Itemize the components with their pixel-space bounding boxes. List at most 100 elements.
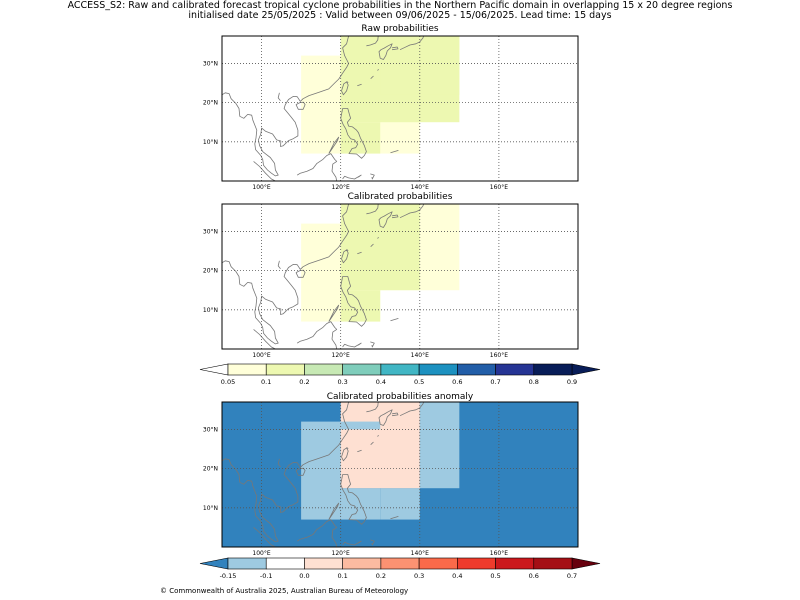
colorbar-extend-low xyxy=(199,557,229,570)
coastline xyxy=(366,401,379,413)
colorbar-tick-label: 0.8 xyxy=(529,378,539,386)
coastline xyxy=(253,527,276,548)
lon-tick-label: 140°E xyxy=(411,184,429,191)
probability-cell xyxy=(419,402,460,489)
lon-tick-label: 120°E xyxy=(332,184,350,191)
copyright-text: © Commonwealth of Australia 2025, Austra… xyxy=(160,587,409,595)
anomaly-colorbar: -0.15 -0.1 0.0 0.1 0.2 0.3 0.4 0.5 0.6 0.7 xyxy=(199,557,601,580)
lat-tick-label: 30°N xyxy=(203,426,218,433)
lat-tick-label: 10°N xyxy=(203,505,218,512)
coastline xyxy=(378,211,393,228)
colorbar-tick-label: 0.5 xyxy=(490,572,500,580)
lon-tick-label: 140°E xyxy=(411,550,429,557)
probability-cell xyxy=(340,421,381,430)
coastline xyxy=(340,474,367,525)
figure-title-line1: ACCESS_S2: Raw and calibrated forecast t… xyxy=(67,0,733,11)
colorbar-tick-label: 0.3 xyxy=(337,378,347,386)
colorbar-swatch xyxy=(418,363,458,376)
coastline xyxy=(328,502,340,520)
coastline xyxy=(378,409,393,426)
coastline xyxy=(390,150,399,154)
coastline xyxy=(253,329,276,350)
coastline xyxy=(370,341,375,348)
colorbar-tick-label: -0.1 xyxy=(260,572,273,580)
colorbar-tick-label: 0.7 xyxy=(567,572,577,580)
colorbar-tick-label: 0.5 xyxy=(414,378,424,386)
colorbar-swatch xyxy=(533,557,573,570)
coastline-group xyxy=(221,401,425,548)
colorbar-tick-label: 0.1 xyxy=(261,378,271,386)
lat-tick-label: 20°N xyxy=(203,466,218,473)
colorbar-tick-label: -0.15 xyxy=(220,572,237,580)
colorbar-extend-high xyxy=(571,363,601,376)
map-frame xyxy=(221,35,579,182)
colorbar-swatch xyxy=(227,363,267,376)
colorbar-tick-label: 0.0 xyxy=(299,572,309,580)
coastline xyxy=(399,35,425,51)
colorbar-swatch xyxy=(495,363,535,376)
coastline xyxy=(295,101,306,110)
coastline xyxy=(342,540,362,546)
map-panel-1: 100°E 120°E 140°E 160°E 10°N 20°N 30°N xyxy=(203,203,579,359)
lon-tick-label: 120°E xyxy=(332,352,350,359)
colorbar-tick-label: 0.9 xyxy=(567,378,577,386)
colorbar-swatch xyxy=(304,363,343,376)
colorbar-swatch xyxy=(265,363,305,376)
colorbar-swatch xyxy=(342,363,382,376)
coastline xyxy=(392,214,399,219)
probability-cell xyxy=(380,488,420,520)
coastline xyxy=(328,304,340,322)
coastline xyxy=(370,441,374,445)
coastline xyxy=(253,161,276,182)
coastline xyxy=(357,449,362,453)
coastline xyxy=(340,276,367,327)
coastline xyxy=(277,92,281,101)
coastline xyxy=(295,269,306,278)
colorbar-swatch xyxy=(227,557,267,570)
coastline xyxy=(366,35,379,47)
colorbar-swatch xyxy=(495,557,535,570)
coastline xyxy=(399,203,425,219)
coastline-group xyxy=(221,203,425,350)
coastline xyxy=(370,75,374,79)
colorbar-swatch xyxy=(457,363,496,376)
coastline xyxy=(296,153,338,182)
figure-title-line2: initialised date 25/05/2025 : Valid betw… xyxy=(188,10,612,21)
coastline xyxy=(357,251,362,255)
coastline xyxy=(328,136,340,154)
lon-tick-label: 140°E xyxy=(411,352,429,359)
colorbar-swatch xyxy=(418,557,458,570)
colorbar-swatch xyxy=(265,557,305,570)
colorbar-tick-label: 0.2 xyxy=(376,572,386,580)
colorbar-swatch xyxy=(304,557,343,570)
coastline xyxy=(295,467,306,476)
lat-tick-label: 30°N xyxy=(203,228,218,235)
coastline xyxy=(390,516,399,520)
coastline xyxy=(357,83,362,87)
coastline xyxy=(342,174,362,180)
coastline xyxy=(340,108,367,159)
lon-tick-label: 100°E xyxy=(252,550,270,557)
map-frame xyxy=(221,401,579,548)
lon-tick-label: 160°E xyxy=(490,352,508,359)
colorbar-swatch xyxy=(380,557,420,570)
colorbar-swatch xyxy=(533,363,573,376)
coastline xyxy=(346,81,349,83)
coastline xyxy=(341,447,349,462)
coastline xyxy=(370,173,375,180)
panel-title-calibrated: Calibrated probabilities xyxy=(347,192,453,202)
lat-tick-label: 20°N xyxy=(203,100,218,107)
colorbar-tick-label: 0.05 xyxy=(221,378,235,386)
lon-tick-label: 160°E xyxy=(490,550,508,557)
coastline xyxy=(377,69,379,71)
map-panel-0: 100°E 120°E 140°E 160°E 10°N 20°N 30°N xyxy=(203,35,579,191)
lon-tick-label: 160°E xyxy=(490,184,508,191)
colorbar-swatch xyxy=(380,363,420,376)
coastline xyxy=(346,249,349,251)
coastline xyxy=(221,203,350,345)
colorbar-tick-label: 0.1 xyxy=(337,572,347,580)
coastline xyxy=(346,447,349,449)
colorbar-tick-label: 0.2 xyxy=(299,378,309,386)
colorbar-tick-label: 0.4 xyxy=(376,378,386,386)
colorbar-tick-label: 0.4 xyxy=(452,572,462,580)
